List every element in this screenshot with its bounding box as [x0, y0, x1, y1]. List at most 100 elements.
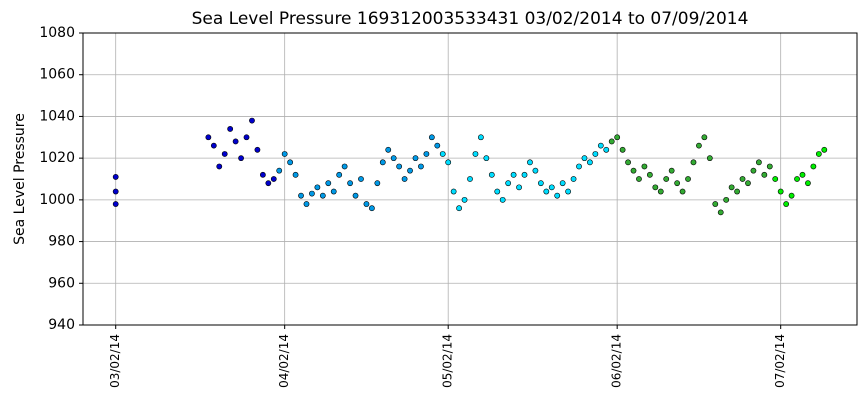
data-point [478, 134, 484, 141]
data-point [685, 176, 691, 182]
data-point [314, 184, 321, 191]
data-point [472, 151, 479, 157]
data-point [592, 151, 599, 157]
data-point [706, 155, 713, 162]
data-point [636, 176, 642, 182]
data-point [805, 180, 811, 187]
data-point [325, 180, 332, 187]
data-point [581, 155, 588, 162]
data-point [238, 155, 244, 162]
data-point [287, 159, 294, 166]
data-point [358, 176, 364, 182]
data-point [232, 138, 239, 145]
data-point [276, 167, 283, 174]
data-point [745, 180, 751, 187]
data-point [396, 163, 403, 170]
data-point [298, 192, 304, 199]
y-tick-label: 960 [48, 275, 75, 291]
y-tick-label: 1000 [39, 192, 75, 208]
data-point [723, 196, 730, 203]
data-point [794, 176, 800, 182]
data-point [510, 171, 517, 178]
data-point [347, 180, 353, 187]
data-point [755, 159, 762, 166]
data-point [434, 142, 441, 149]
data-point [352, 192, 359, 199]
data-point [249, 117, 255, 124]
data-point [739, 176, 746, 182]
data-point [641, 163, 648, 170]
data-point [548, 184, 555, 191]
data-point [701, 134, 708, 141]
data-point [259, 171, 266, 178]
data-point [565, 188, 572, 195]
data-point [608, 138, 615, 145]
data-point [750, 167, 757, 174]
data-point [537, 180, 544, 187]
data-point [216, 163, 223, 170]
x-tick-label: 06/02/14 [610, 334, 624, 388]
data-point [319, 192, 326, 199]
data-point [674, 180, 681, 187]
data-point [390, 155, 397, 162]
y-tick-label: 940 [48, 317, 75, 333]
data-point [766, 163, 773, 170]
data-point [554, 192, 561, 199]
data-point [330, 188, 337, 195]
data-point [597, 142, 604, 149]
data-point [494, 188, 501, 195]
data-point [543, 188, 550, 195]
data-point [783, 201, 790, 207]
data-point [418, 163, 424, 170]
data-point [461, 196, 468, 203]
data-point [603, 146, 610, 153]
data-point [385, 146, 392, 153]
data-point [401, 176, 408, 182]
data-point [270, 176, 277, 182]
data-point [772, 176, 779, 182]
data-point [450, 188, 457, 195]
data-point [717, 209, 724, 216]
y-tick-label: 1080 [39, 25, 75, 41]
data-point [363, 201, 370, 207]
data-point [456, 205, 462, 212]
data-point [205, 134, 212, 141]
data-point [281, 151, 288, 157]
data-point [690, 159, 697, 166]
x-tick-label: 05/02/14 [441, 334, 455, 388]
data-point [652, 184, 659, 191]
data-point [777, 188, 784, 195]
data-point [668, 167, 675, 174]
data-point [625, 159, 631, 166]
data-point [368, 205, 375, 212]
x-tick-label: 04/02/14 [277, 334, 291, 388]
data-point [821, 146, 828, 153]
data-point [303, 201, 310, 207]
data-point [587, 159, 593, 166]
data-point [696, 142, 702, 149]
data-point [614, 134, 621, 141]
data-point [112, 174, 119, 180]
data-point [657, 188, 664, 195]
data-point [799, 171, 806, 178]
data-point [254, 146, 261, 153]
data-point [527, 159, 533, 166]
data-point [374, 180, 381, 187]
data-point [407, 167, 413, 174]
data-point [292, 171, 299, 178]
data-point [265, 180, 272, 187]
data-point [788, 192, 795, 199]
data-point [309, 190, 315, 197]
x-tick-label: 03/02/14 [108, 334, 122, 388]
data-point [761, 171, 768, 178]
data-point [679, 188, 686, 195]
y-tick-label: 1040 [39, 108, 75, 124]
data-point [499, 196, 506, 203]
data-point [227, 126, 234, 132]
data-point [445, 159, 452, 166]
y-axis-label: Sea Level Pressure [12, 113, 28, 245]
data-point [412, 155, 419, 162]
y-tick-label: 1060 [39, 67, 75, 83]
data-point [467, 176, 473, 182]
data-point [379, 159, 386, 166]
